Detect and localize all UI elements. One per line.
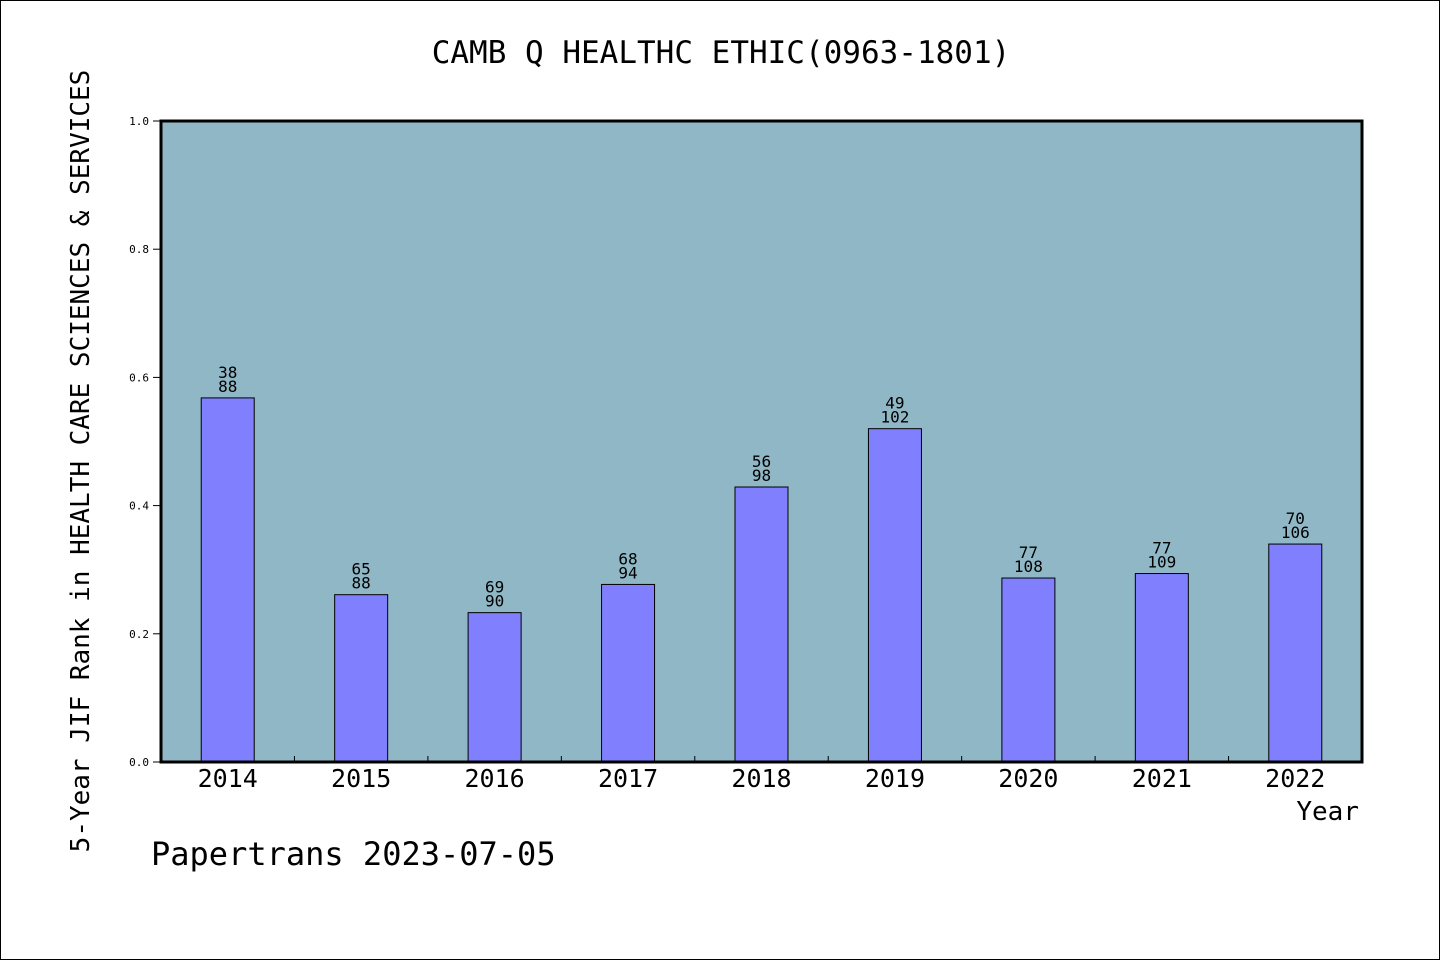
y-tick-label: 0.8 [129,243,149,256]
bar-2020 [1001,577,1056,763]
bar-label-bottom: 108 [1014,557,1043,576]
plot-frame [159,119,1364,764]
bar-2014 [200,397,255,763]
bar-label-top: 68 [618,549,637,568]
x-tick-label: 2022 [1265,764,1325,793]
x-tick-label: 2021 [1132,764,1192,793]
y-tick-label: 0.2 [129,628,149,641]
chart-title: CAMB Q HEALTHC ETHIC(0963-1801) [431,35,1011,71]
bar-label-bottom: 88 [218,377,237,396]
bar-label-bottom: 94 [618,563,637,582]
bar-label-bottom: 109 [1147,553,1176,572]
bar-label-bottom: 88 [352,574,371,593]
bar-label-top: 56 [752,452,771,471]
x-tick-label: 2019 [865,764,925,793]
bar-label-bottom: 98 [752,466,771,485]
bar-2017 [601,583,656,763]
bar-label-top: 69 [485,578,504,597]
bar-2022 [1268,543,1323,763]
bar-label-top: 65 [352,560,371,579]
y-tick-label: 0.4 [129,500,149,513]
bar-label-top: 77 [1019,543,1038,562]
x-axis-label: Year [1296,797,1359,827]
y-tick-label: 0.0 [129,756,149,769]
bar-2019 [867,428,922,763]
y-tick-label: 1.0 [129,115,149,128]
bar-label-top: 38 [218,363,237,382]
bar-label-top: 70 [1286,509,1305,528]
x-tick-label: 2020 [998,764,1058,793]
bar-label-top: 77 [1152,539,1171,558]
footer-text: Papertrans 2023-07-05 [151,835,556,873]
x-tick-label: 2014 [198,764,258,793]
x-tick-label: 2016 [465,764,525,793]
bar-2015 [334,594,389,763]
bar-label-bottom: 106 [1281,523,1310,542]
bar-label-bottom: 90 [485,592,504,611]
x-tick-label: 2017 [598,764,658,793]
bar-label-top: 49 [885,394,904,413]
x-tick-label: 2018 [731,764,791,793]
x-tick-label: 2015 [331,764,391,793]
bar-2016 [467,612,522,763]
bar-label-bottom: 102 [880,408,909,427]
y-tick-label: 0.6 [129,371,149,384]
bar-2018 [734,486,789,763]
bar-2021 [1134,573,1189,763]
